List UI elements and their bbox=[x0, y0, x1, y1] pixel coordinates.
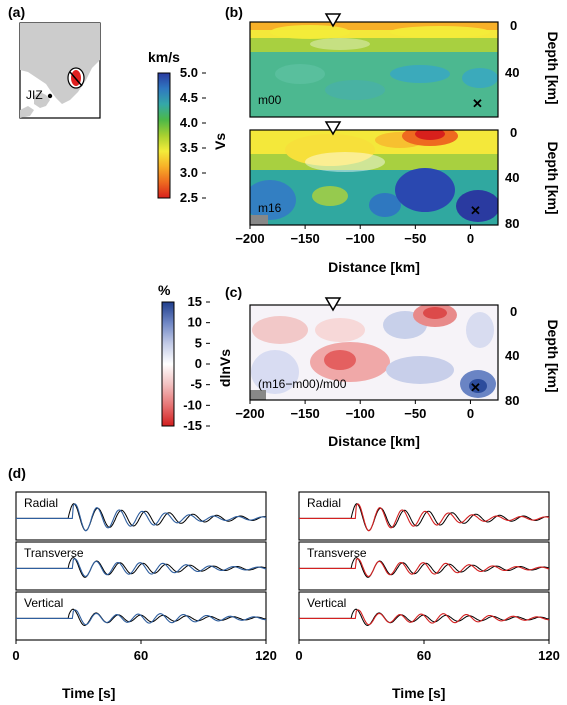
station-triangle-diff bbox=[324, 297, 342, 312]
depth-axis-c: 0 40 80 Depth [km] bbox=[505, 304, 561, 408]
colorbar-tick: 4.5 bbox=[180, 90, 198, 105]
section-m16: m16 ✕ bbox=[249, 129, 499, 226]
dlnvs-colorbar-unit: % bbox=[158, 282, 171, 298]
colorbar-tick: 15 bbox=[188, 294, 202, 309]
time-tick: 0 bbox=[295, 648, 302, 663]
hypocenter-m00: ✕ bbox=[472, 96, 483, 111]
inset-map: JIZ bbox=[19, 22, 101, 119]
depth-tick: 0 bbox=[510, 18, 517, 33]
colorbar-tick: 5 bbox=[195, 335, 202, 350]
time-tick: 120 bbox=[255, 648, 277, 663]
panel-label-a: (a) bbox=[8, 4, 25, 20]
colorbar-tick: 3.5 bbox=[180, 140, 198, 155]
dlnvs-colorbar: % 15 10 5 0 -5 -10 -15 dlnVs bbox=[158, 282, 233, 433]
depth-axis-label: Depth [km] bbox=[545, 141, 561, 214]
colorbar-tick: -15 bbox=[183, 418, 202, 433]
time-tick: 60 bbox=[417, 648, 431, 663]
distance-tick: −50 bbox=[404, 406, 426, 421]
depth-axis-mid: 0 40 80 Depth [km] bbox=[505, 125, 561, 231]
dlnvs-colorbar-label: dlnVs bbox=[217, 349, 233, 387]
section-m00: m00 ✕ bbox=[249, 21, 499, 118]
colorbar-tick: 0 bbox=[195, 356, 202, 371]
distance-axis-c: −200 −150 −100 −50 0 bbox=[235, 400, 474, 421]
distance-tick: −100 bbox=[346, 406, 375, 421]
depth-tick: 40 bbox=[505, 65, 519, 80]
depth-tick: 80 bbox=[505, 393, 519, 408]
hypocenter-diff: ✕ bbox=[470, 380, 481, 395]
colorbar-tick: -5 bbox=[190, 377, 202, 392]
colorbar-tick: 5.0 bbox=[180, 65, 198, 80]
distance-tick: −150 bbox=[290, 231, 319, 246]
waveform-trace-radial: Radial bbox=[298, 491, 550, 541]
component-label: Transverse bbox=[307, 546, 367, 560]
station-label: JIZ bbox=[26, 88, 43, 102]
distance-tick: 0 bbox=[467, 231, 474, 246]
vs-colorbar: km/s 5.0 4.5 4.0 3.5 3.0 2.5 Vs bbox=[148, 49, 228, 205]
panel-label-b: (b) bbox=[225, 4, 243, 20]
depth-tick: 80 bbox=[505, 216, 519, 231]
depth-tick: 40 bbox=[505, 348, 519, 363]
depth-tick: 0 bbox=[510, 125, 517, 140]
distance-tick: −100 bbox=[346, 231, 375, 246]
depth-axis-label: Depth [km] bbox=[545, 319, 561, 392]
section-diff: (m16−m00)/m00 ✕ bbox=[249, 304, 499, 401]
waveform-trace-transverse: Transverse bbox=[298, 541, 550, 591]
component-label: Vertical bbox=[24, 596, 63, 610]
depth-axis-top: 0 40 Depth [km] bbox=[505, 18, 561, 105]
vs-colorbar-label: Vs bbox=[212, 133, 228, 150]
waveforms-left: Radial Transverse Vertical 0 60 120 bbox=[12, 491, 277, 663]
distance-axis-b: −200 −150 −100 −50 0 bbox=[235, 225, 474, 246]
station-triangle-m00 bbox=[324, 13, 342, 28]
time-axis-label-left: Time [s] bbox=[62, 685, 115, 701]
component-label: Vertical bbox=[307, 596, 346, 610]
waveform-trace-transverse: Transverse bbox=[15, 541, 267, 591]
depth-tick: 40 bbox=[505, 170, 519, 185]
component-label: Radial bbox=[307, 496, 341, 510]
distance-tick: −200 bbox=[235, 406, 264, 421]
time-tick: 60 bbox=[134, 648, 148, 663]
distance-tick: −150 bbox=[290, 406, 319, 421]
component-label: Transverse bbox=[24, 546, 84, 560]
waveforms-right: Radial Transverse Vertical 0 60 120 bbox=[295, 491, 560, 663]
distance-tick: −50 bbox=[404, 231, 426, 246]
m16-label: m16 bbox=[258, 201, 282, 215]
station-triangle-m16 bbox=[324, 121, 342, 136]
colorbar-tick: 4.0 bbox=[180, 115, 198, 130]
m00-label: m00 bbox=[258, 93, 282, 107]
component-label: Radial bbox=[24, 496, 58, 510]
depth-tick: 0 bbox=[510, 304, 517, 319]
station-dot bbox=[47, 93, 53, 99]
panel-label-c: (c) bbox=[225, 284, 242, 300]
panel-label-d: (d) bbox=[8, 465, 26, 481]
time-tick: 120 bbox=[538, 648, 560, 663]
distance-tick: −200 bbox=[235, 231, 264, 246]
waveform-trace-radial: Radial bbox=[15, 491, 267, 541]
time-axis-label-right: Time [s] bbox=[392, 685, 445, 701]
diff-label: (m16−m00)/m00 bbox=[258, 377, 347, 391]
hypocenter-m16: ✕ bbox=[470, 203, 481, 218]
waveform-trace-vertical: Vertical bbox=[298, 591, 550, 641]
colorbar-tick: 10 bbox=[188, 315, 202, 330]
distance-axis-label-c: Distance [km] bbox=[328, 433, 420, 449]
colorbar-tick: 2.5 bbox=[180, 190, 198, 205]
colorbar-tick: 3.0 bbox=[180, 165, 198, 180]
distance-axis-label-b: Distance [km] bbox=[328, 259, 420, 275]
vs-colorbar-unit: km/s bbox=[148, 49, 180, 65]
time-tick: 0 bbox=[12, 648, 19, 663]
waveform-trace-vertical: Vertical bbox=[15, 591, 267, 641]
distance-tick: 0 bbox=[467, 406, 474, 421]
colorbar-tick: -10 bbox=[183, 397, 202, 412]
depth-axis-label: Depth [km] bbox=[545, 31, 561, 104]
